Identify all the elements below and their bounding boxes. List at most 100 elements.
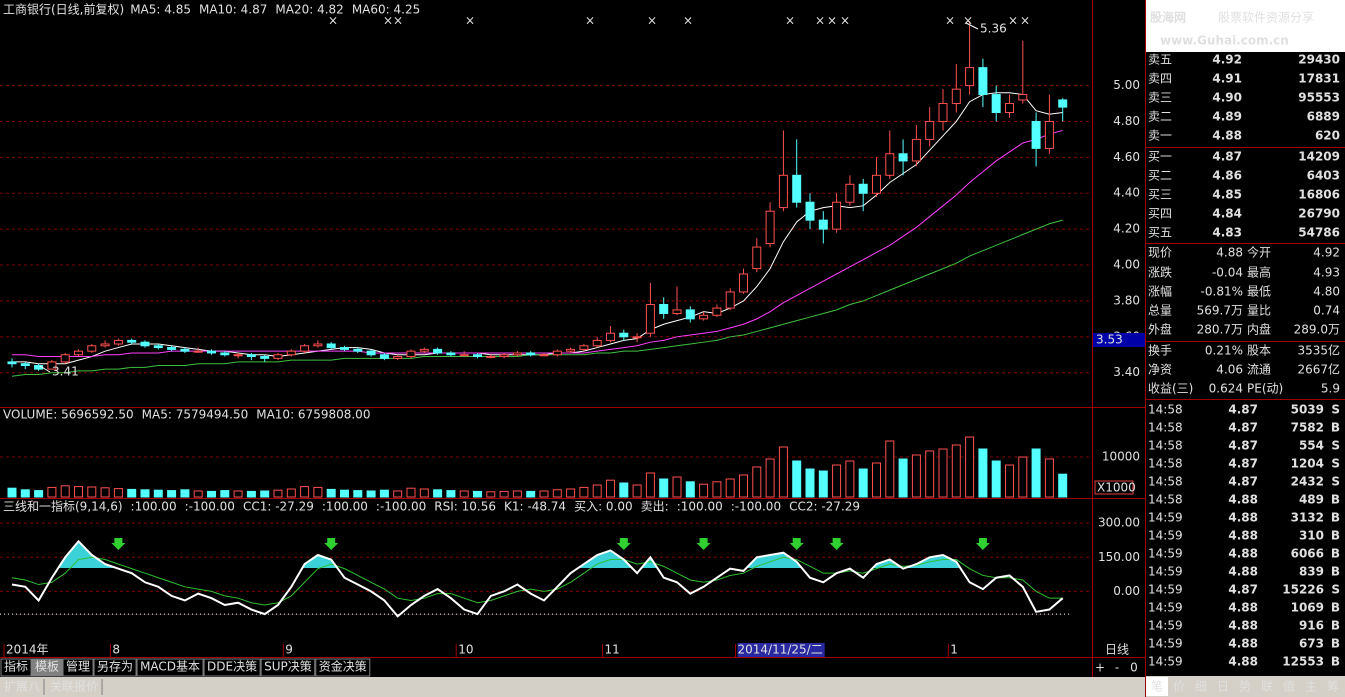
tab[interactable]: 模板	[35, 660, 59, 674]
volume-bar	[459, 490, 469, 498]
volume-bar	[74, 486, 83, 498]
tick-price: 4.88	[1228, 511, 1258, 525]
tick-side: B	[1331, 529, 1340, 543]
tick-price: 4.88	[1228, 547, 1258, 561]
zoom-button[interactable]: -	[1115, 661, 1119, 675]
tick-price: 4.87	[1228, 475, 1258, 489]
volume-bar	[885, 440, 895, 498]
candle-body	[512, 352, 522, 356]
tick-price: 4.88	[1228, 601, 1258, 615]
tick-side: S	[1331, 403, 1340, 417]
tab[interactable]: DDE决策	[207, 660, 257, 674]
candle-body	[1058, 99, 1068, 108]
volume-bar	[1044, 458, 1054, 498]
tick-volume: 554	[1299, 439, 1324, 453]
signal-mark: ×	[683, 14, 693, 28]
stat-value: 4.93	[1313, 266, 1340, 280]
quote-tab[interactable]: 笔	[1151, 679, 1163, 694]
volume-bar	[978, 448, 988, 498]
tick-volume: 7582	[1291, 421, 1324, 435]
zoom-button[interactable]: 0	[1130, 661, 1138, 675]
volume-bar	[47, 486, 57, 498]
quote-tab[interactable]: 势	[1239, 680, 1251, 694]
signal-mark: ×	[383, 14, 393, 28]
header-text: 三线和一指标(9,14,6)	[3, 499, 123, 514]
candle-body	[699, 314, 709, 320]
tab[interactable]: 扩展八	[4, 680, 40, 694]
quote-tab[interactable]: 筹	[1327, 680, 1339, 694]
volume-bar	[260, 490, 270, 498]
tick-volume: 673	[1299, 637, 1324, 651]
quote-tab[interactable]: 价	[1173, 680, 1185, 694]
candle-body	[526, 352, 536, 356]
volume-bar	[938, 448, 948, 498]
tick-volume: 3132	[1291, 511, 1324, 525]
tick-time: 14:59	[1148, 565, 1183, 579]
candle-body	[1005, 103, 1014, 113]
tab[interactable]: 管理	[66, 659, 90, 674]
volume-bar	[725, 478, 735, 498]
volume-bar	[7, 487, 17, 498]
tick-volume: 5039	[1291, 403, 1324, 417]
tab-bg	[93, 658, 137, 677]
candle-body	[739, 273, 748, 293]
book-volume: 6889	[1307, 110, 1340, 124]
tick-side: B	[1331, 493, 1340, 507]
volume-bar	[193, 490, 203, 498]
tick-time: 14:59	[1148, 529, 1183, 543]
quote-tab[interactable]: 日	[1217, 680, 1229, 694]
volume-bar	[379, 489, 389, 498]
volume-bar	[1058, 473, 1068, 498]
book-price: 4.91	[1212, 72, 1242, 86]
tab[interactable]: SUP决策	[264, 660, 312, 674]
tick-side: B	[1331, 637, 1340, 651]
stat-label: 总量	[1148, 304, 1172, 318]
stat-label: 涨幅	[1148, 284, 1172, 299]
candle-body	[326, 343, 336, 349]
quote-tab[interactable]: 主	[1305, 680, 1317, 694]
indicator-line	[11, 556, 1063, 606]
header-text: MA60: 4.25	[352, 3, 420, 17]
volume-bar	[233, 490, 243, 498]
x-tick-label: 2014/11/25/二	[738, 643, 823, 657]
signal-arrow	[616, 538, 631, 550]
volume-bar	[353, 490, 363, 498]
quote-tab[interactable]: 联	[1261, 680, 1273, 694]
candle-body	[459, 354, 469, 357]
stat-value: 280.7万	[1197, 323, 1243, 337]
stat-value: 4.06	[1216, 363, 1243, 377]
volume-bar	[419, 488, 429, 498]
tick-side: B	[1331, 511, 1340, 525]
stat-label: 今开	[1247, 245, 1271, 260]
volume-bar	[34, 490, 44, 498]
candle-body	[286, 350, 296, 356]
volume-bar	[592, 484, 602, 498]
stat-label: 股本	[1247, 344, 1271, 358]
tab[interactable]: 关联报价	[50, 679, 98, 694]
quote-tab[interactable]: 值	[1283, 679, 1295, 694]
candle-body	[74, 350, 83, 356]
signal-arrow	[696, 538, 711, 550]
tab[interactable]: 指标	[4, 659, 28, 674]
book-price: 4.90	[1212, 91, 1242, 105]
candle-body	[898, 153, 908, 162]
stat-label: 最低	[1247, 285, 1271, 299]
book-label: 买四	[1148, 207, 1172, 221]
tab[interactable]: 资金决策	[319, 659, 367, 674]
signal-arrow	[324, 538, 339, 550]
candle-body	[313, 343, 323, 347]
candle-body	[60, 354, 70, 363]
candle-body	[672, 309, 682, 314]
tab[interactable]: MACD基本	[140, 660, 200, 674]
candle-body	[113, 339, 123, 345]
tick-side: B	[1331, 601, 1340, 615]
stat-value: 2667亿	[1297, 362, 1340, 377]
quote-tab[interactable]: 细	[1195, 680, 1207, 694]
zoom-button[interactable]: +	[1095, 661, 1105, 675]
tick-volume: 489	[1299, 493, 1324, 507]
level-fill	[58, 541, 961, 568]
tab[interactable]: 另存为	[97, 660, 133, 674]
x-tick-label: 9	[285, 643, 293, 657]
